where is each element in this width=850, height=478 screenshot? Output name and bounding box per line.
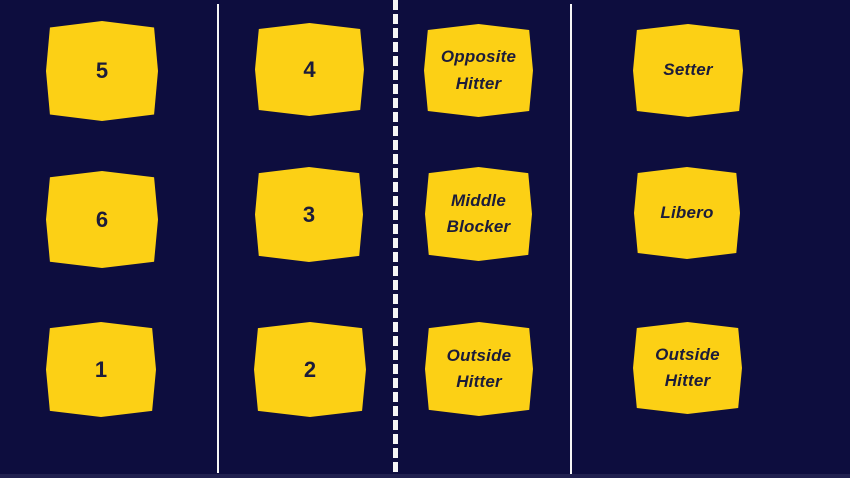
zone-badge-5-label: 5 — [95, 58, 109, 83]
court-sideline-right — [570, 4, 572, 474]
position-badge-outside-hitter-left-label: Outside Hitter — [446, 345, 512, 391]
position-badge-setter: Setter — [633, 24, 743, 117]
position-badge-opposite-hitter-label: Opposite Hitter — [440, 47, 517, 93]
position-badge-outside-hitter-right: Outside Hitter — [633, 322, 742, 414]
court-net-dashed-line — [393, 0, 398, 478]
zone-badge-3: 3 — [255, 167, 363, 262]
position-badge-outside-hitter-left: Outside Hitter — [425, 322, 533, 416]
position-badge-setter-label: Setter — [663, 60, 713, 80]
position-badge-opposite-hitter: Opposite Hitter — [424, 24, 533, 117]
court-sideline-left — [217, 4, 219, 473]
position-badge-libero: Libero — [634, 167, 740, 259]
zone-badge-5: 5 — [46, 21, 158, 121]
zone-badge-6: 6 — [46, 171, 158, 268]
position-badge-middle-blocker: Middle Blocker — [425, 167, 532, 261]
position-badge-outside-hitter-right-label: Outside Hitter — [655, 344, 720, 390]
zone-badge-1-label: 1 — [94, 356, 108, 382]
position-badge-middle-blocker-label: Middle Blocker — [446, 190, 511, 236]
zone-badge-4: 4 — [255, 23, 364, 116]
bottom-edge-strip — [0, 474, 850, 478]
position-badge-libero-label: Libero — [660, 202, 714, 222]
zone-badge-2: 2 — [254, 322, 366, 417]
zone-badge-1: 1 — [46, 322, 156, 417]
zone-badge-3-label: 3 — [302, 201, 316, 227]
zone-badge-6-label: 6 — [95, 206, 109, 232]
zone-badge-2-label: 2 — [303, 356, 317, 382]
zone-badge-4-label: 4 — [303, 56, 316, 82]
